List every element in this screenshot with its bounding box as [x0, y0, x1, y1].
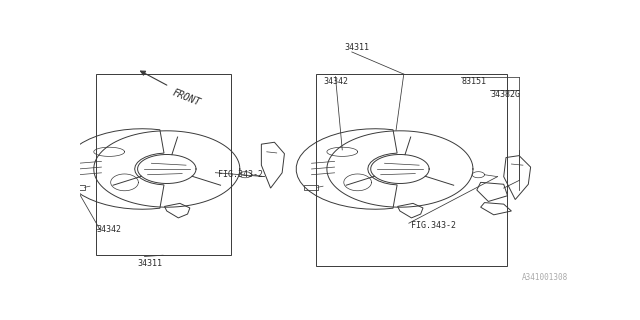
Text: 34311: 34311: [137, 259, 162, 268]
Text: FRONT: FRONT: [171, 87, 202, 108]
Text: 83151: 83151: [462, 76, 487, 85]
Text: 34382G: 34382G: [491, 90, 521, 99]
Text: FIG.343-2: FIG.343-2: [218, 170, 263, 179]
Text: 34342: 34342: [323, 76, 348, 85]
Text: 34311: 34311: [344, 43, 369, 52]
Bar: [304, 185, 317, 190]
Text: 34342: 34342: [97, 225, 122, 234]
Bar: [316, 74, 507, 266]
Bar: [96, 74, 231, 255]
Text: FIG.343-2: FIG.343-2: [412, 221, 456, 230]
Bar: [70, 185, 84, 190]
Text: A341001308: A341001308: [522, 273, 568, 282]
